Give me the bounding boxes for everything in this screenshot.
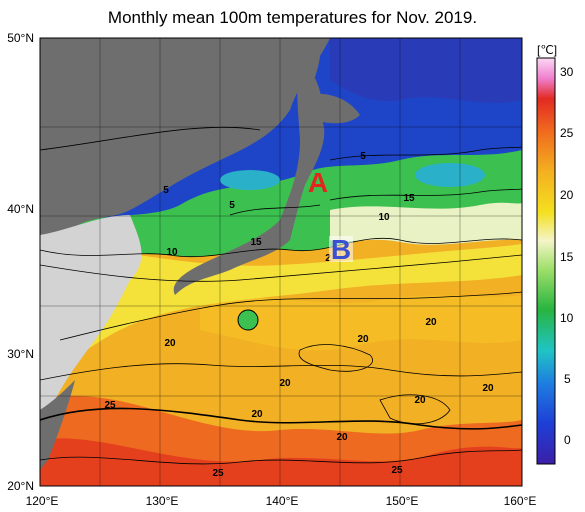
- lat-label-20: 20°N: [7, 479, 34, 493]
- contour-label: 10: [378, 212, 390, 223]
- contour-label: 5: [360, 151, 366, 162]
- cyan-patch: [220, 170, 280, 190]
- contour-label: 20: [414, 395, 426, 406]
- contour-label: 2: [325, 253, 331, 264]
- marker-b-background: [329, 236, 353, 262]
- lon-label-150: 150°E: [386, 494, 419, 508]
- lat-label-50: 50°N: [7, 31, 34, 45]
- contour-label: 20: [336, 432, 348, 443]
- land-mainland: [40, 38, 330, 235]
- lon-label-120: 120°E: [26, 494, 59, 508]
- lon-label-130: 130°E: [146, 494, 179, 508]
- contour-label: 10: [166, 247, 178, 258]
- colorbar-tick: 30: [560, 65, 574, 79]
- colorbar-tick: 25: [560, 126, 574, 140]
- colorbar-tick: 0: [564, 433, 571, 447]
- lat-label-30: 30°N: [7, 347, 34, 361]
- colorbar-tick: 20: [560, 188, 574, 202]
- contour-label: 20: [251, 409, 263, 420]
- contour-label: 20: [482, 383, 494, 394]
- contour-label: 20: [425, 317, 437, 328]
- contour-label: 25: [212, 468, 224, 479]
- mid-warm-zone: [200, 295, 522, 351]
- colorbar-tick: 5: [564, 372, 571, 386]
- contour-label: 20: [164, 338, 176, 349]
- transition-zone: [40, 240, 522, 380]
- contour-label: 25: [391, 465, 403, 476]
- contour-label: 5: [229, 200, 235, 211]
- front-zone: [330, 202, 522, 245]
- contour-label: 25: [104, 400, 116, 411]
- coldest-zone: [330, 38, 522, 103]
- land-south-china: [40, 380, 75, 470]
- contour-label: 5: [163, 185, 169, 196]
- contour-lines: [40, 126, 522, 465]
- land-japan: [173, 60, 325, 295]
- land-hokkaido: [305, 93, 360, 124]
- hottest-band: [40, 438, 522, 486]
- colorbar-tick: 10: [560, 311, 574, 325]
- colorbar-ticks: 30 25 20 15 10 5 0: [560, 65, 574, 447]
- contour-label: 20: [357, 334, 369, 345]
- cyan-patch: [415, 163, 485, 187]
- marker-a: A: [308, 167, 328, 198]
- lon-label-160: 160°E: [504, 494, 537, 508]
- marker-b: B: [331, 234, 351, 265]
- lat-label-40: 40°N: [7, 202, 34, 216]
- cold-eddy: [237, 309, 259, 331]
- lon-label-140: 140°E: [266, 494, 299, 508]
- contour-label: 20: [279, 378, 291, 389]
- map-field: [40, 38, 522, 486]
- contour-label-group: 5 5 5 10 15 15 10 2 20 20 20 20 20 20 20…: [104, 151, 494, 479]
- contour-label: 15: [250, 237, 262, 248]
- land-sakhalin: [304, 40, 321, 85]
- colorbar-unit: [℃]: [537, 43, 557, 57]
- colorbar-tick: 15: [560, 250, 574, 264]
- land-china: [40, 215, 142, 410]
- map-title: Monthly mean 100m temperatures for Nov. …: [107, 8, 478, 27]
- contour-label: 15: [403, 193, 415, 204]
- plot-frame: [39, 37, 523, 487]
- colorbar: [536, 57, 556, 465]
